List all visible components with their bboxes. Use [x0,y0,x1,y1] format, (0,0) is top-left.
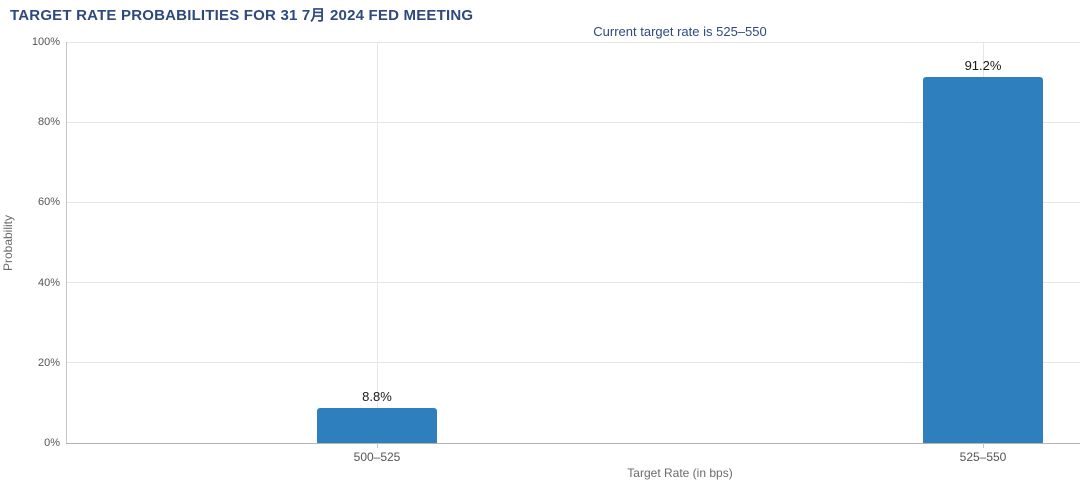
x-axis-line [66,443,1080,444]
y-tick-label-0%: 0% [44,437,60,449]
plot-area: 8.8% 91.2% [66,42,1080,444]
y-tick-label-80%: 80% [37,116,60,129]
y-tick-label-20%: 20% [37,356,60,369]
x-tick-mark-500–525 [377,443,378,448]
h-gridline-100% [66,42,1080,43]
y-axis-line [66,42,67,443]
bar-value-label-500–525: 8.8% [362,388,392,404]
bar-500–525[interactable] [317,407,437,443]
bar-525–550[interactable] [923,77,1043,443]
h-gridline-40% [66,282,1080,284]
h-gridline-80% [66,121,1080,123]
y-tick-label-40%: 40% [37,276,60,289]
x-tick-mark-525–550 [983,443,984,448]
bar-value-label-525–550: 91.2% [964,58,1002,74]
h-gridline-60% [66,201,1080,203]
y-axis-title: Probability [1,214,15,272]
v-gridline-500–525 [377,42,378,443]
x-tick-label-525–550: 525–550 [959,450,1007,464]
x-tick-label-500–525: 500–525 [353,450,401,464]
h-gridline-20% [66,362,1080,364]
y-tick-label-100%: 100% [31,36,60,48]
chart-title: TARGET RATE PROBABILITIES FOR 31 7月 2024… [10,7,474,24]
y-tick-label-60%: 60% [37,196,60,209]
x-axis-title: Target Rate (in bps) [627,466,733,480]
chart-subtitle: Current target rate is 525–550 [593,24,767,39]
